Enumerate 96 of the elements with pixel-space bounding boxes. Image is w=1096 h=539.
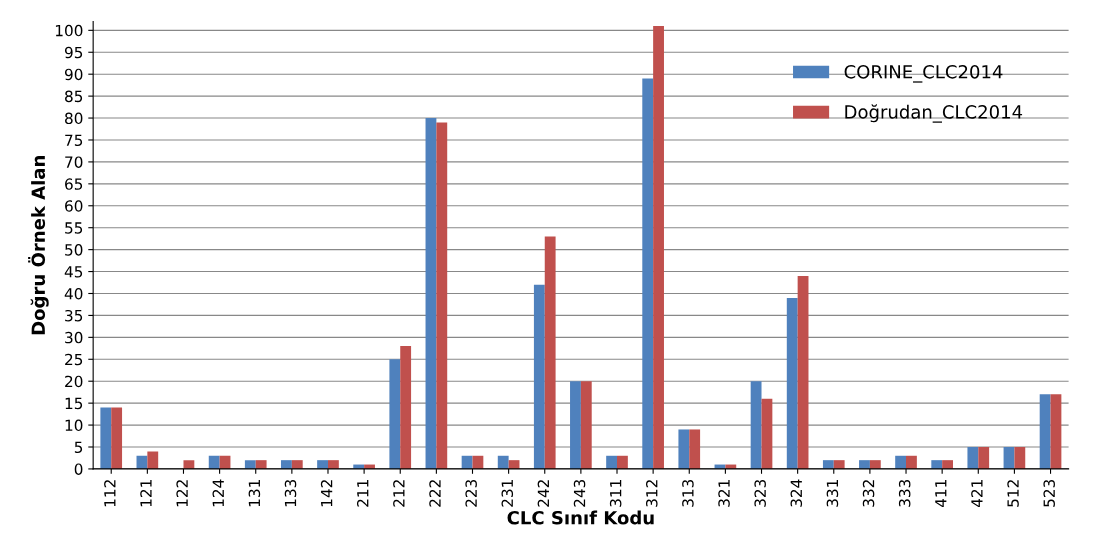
x-tick-label: 323	[754, 479, 766, 507]
bar	[1050, 394, 1062, 469]
bar	[147, 451, 159, 469]
bar	[653, 25, 664, 469]
bar	[822, 460, 834, 469]
bar	[606, 455, 618, 469]
y-tick-label: 15	[65, 397, 83, 410]
x-tick-label: 242	[537, 480, 549, 507]
y-tick-label: 45	[64, 266, 83, 278]
bar	[833, 460, 845, 469]
x-tick-label: 311	[609, 480, 622, 507]
bar	[869, 460, 881, 469]
x-tick-label: 142	[320, 480, 333, 507]
y-tick-label: 10	[65, 419, 83, 432]
y-tick-label: 85	[65, 90, 83, 103]
x-tick-label: 421	[971, 480, 983, 508]
bar	[497, 455, 509, 469]
bar	[436, 122, 448, 469]
bar	[906, 455, 917, 469]
bar	[317, 460, 328, 469]
y-tick-label: 30	[65, 331, 83, 344]
y-tick-label: 90	[64, 68, 83, 81]
x-tick-label: 331	[826, 480, 839, 507]
bar	[291, 460, 303, 469]
y-tick-label: 50	[65, 244, 83, 256]
bar	[100, 407, 112, 469]
x-tick-label: 223	[465, 479, 477, 507]
legend-label: Doğrudan_CLC2014	[845, 104, 1023, 123]
bar	[244, 460, 256, 469]
y-tick-label: 25	[65, 353, 83, 366]
bar	[111, 407, 123, 469]
y-tick-label: 80	[65, 112, 83, 125]
y-tick-label: 70	[65, 156, 83, 168]
y-tick-label: 95	[64, 46, 83, 59]
x-tick-label: 324	[790, 479, 803, 507]
legend-label: CORINE_CLC2014	[844, 64, 1003, 83]
x-tick-label: 212	[393, 480, 405, 507]
bar	[533, 284, 545, 469]
bar	[931, 460, 943, 469]
bar	[1014, 447, 1026, 469]
bar	[895, 455, 907, 469]
bar	[967, 447, 979, 469]
y-tick-label: 65	[65, 178, 83, 190]
x-tick-label: 124	[212, 479, 224, 507]
bar	[580, 381, 592, 469]
y-tick-label: 35	[65, 309, 83, 322]
x-tick-label: 321	[718, 480, 730, 507]
x-tick-label: 313	[682, 479, 694, 507]
bar	[678, 429, 690, 469]
bar	[797, 275, 809, 469]
y-tick-label: 100	[55, 24, 83, 37]
x-tick-label: 411	[935, 480, 947, 508]
bar	[1039, 394, 1051, 469]
x-tick-label: 243	[573, 479, 586, 507]
bar	[942, 460, 953, 469]
x-tick-label: 112	[104, 480, 116, 507]
x-tick-label: 133	[284, 479, 297, 507]
x-tick-label: 222	[429, 480, 441, 507]
y-tick-label: 55	[65, 222, 83, 234]
bar	[859, 460, 870, 469]
bar	[761, 398, 773, 469]
bar	[750, 381, 762, 469]
y-tick-label: 40	[64, 287, 83, 300]
bar	[281, 460, 292, 469]
bar	[689, 429, 701, 469]
bar	[389, 359, 401, 469]
y-tick-label: 0	[74, 463, 83, 475]
x-tick-label: 231	[501, 480, 514, 507]
x-tick-label: 131	[248, 480, 261, 507]
y-tick-label: 60	[65, 200, 83, 212]
y-tick-label: 75	[65, 134, 83, 146]
y-tick-label: 20	[65, 375, 83, 388]
bar	[425, 118, 437, 469]
x-tick-label: 121	[140, 480, 152, 507]
y-tick-label: 5	[74, 441, 83, 454]
bar	[327, 460, 339, 469]
bar	[570, 381, 581, 469]
x-axis-title: CLC Sınıf Kodu	[507, 510, 654, 525]
x-tick-label: 122	[176, 480, 188, 507]
bar	[255, 460, 267, 469]
x-tick-label: 332	[862, 480, 875, 507]
bar	[617, 455, 628, 469]
x-tick-label: 312	[646, 480, 658, 507]
x-tick-label: 512	[1007, 480, 1019, 507]
bar	[183, 460, 195, 469]
x-tick-label: 523	[1043, 479, 1055, 507]
x-tick-label: 333	[898, 479, 911, 507]
bar	[208, 455, 220, 469]
bar	[642, 78, 654, 469]
bar	[472, 455, 484, 469]
y-axis-title: Doğru Örnek Alan	[28, 156, 49, 335]
bar	[978, 447, 990, 469]
x-tick-label: 211	[356, 480, 369, 507]
bar	[786, 297, 798, 469]
bar	[544, 236, 556, 469]
bar	[400, 346, 412, 469]
